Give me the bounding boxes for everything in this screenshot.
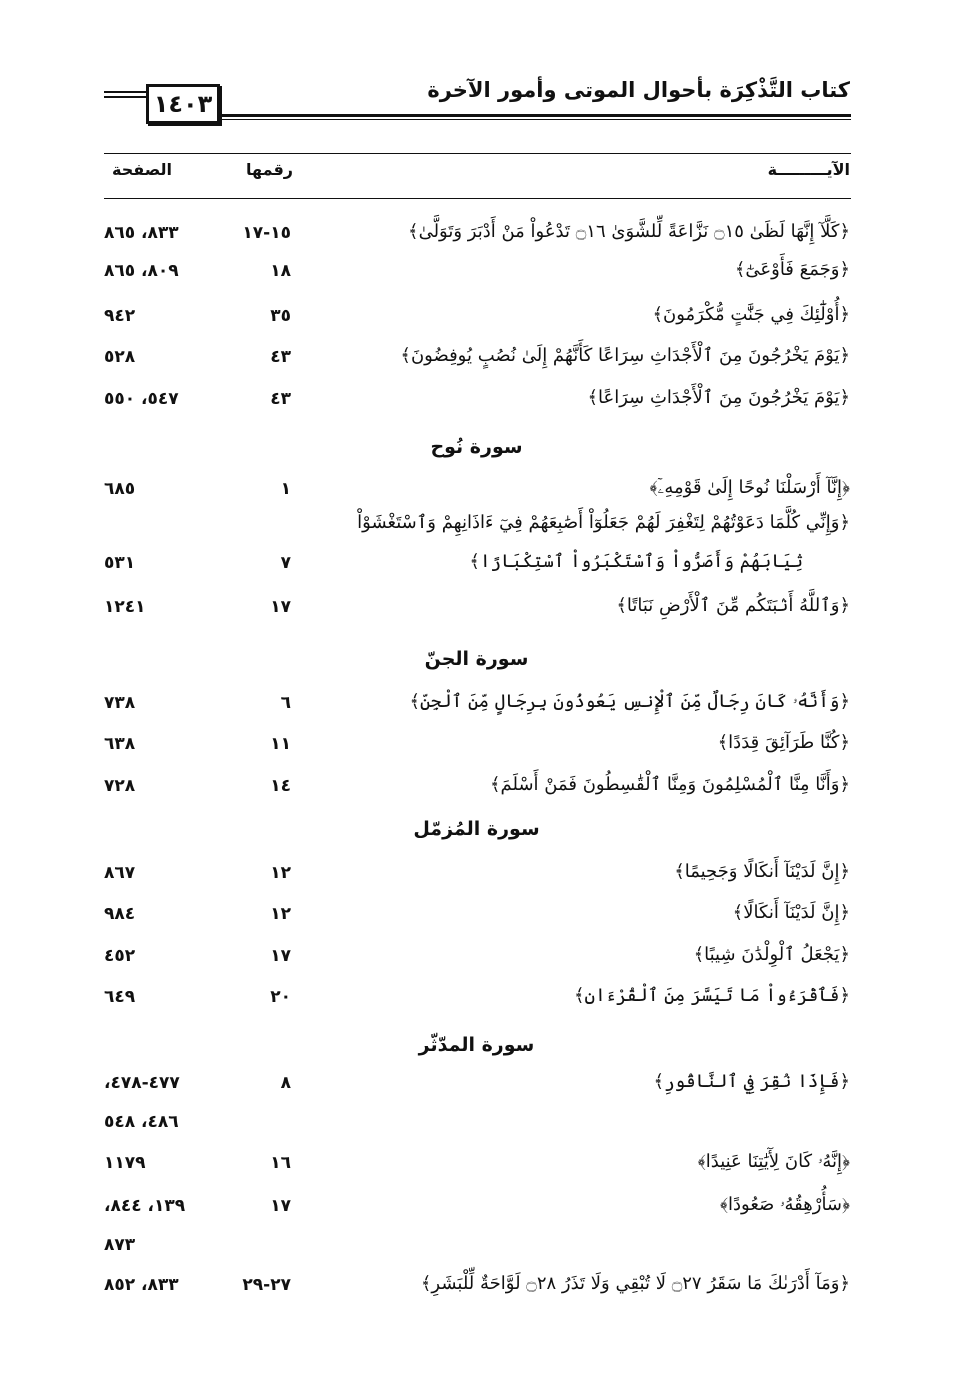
verse-number: ١٧ — [270, 946, 291, 966]
verse-text: ﴿إِنَّ لَدَيْنَآ أَنكَالًا وَجَحِيمًا﴾ — [674, 861, 850, 882]
verse-number: ١ — [280, 479, 291, 499]
page-reference: ١٣٩، ٨٤٤، — [104, 1196, 186, 1216]
surah-heading: سورة نُوح — [430, 436, 523, 458]
verse-number: ٨ — [280, 1073, 291, 1093]
page-reference: ٩٤٢ — [104, 306, 136, 326]
verse-number: ١٢ — [270, 863, 291, 883]
page-reference: ٦٤٩ — [104, 987, 136, 1007]
verse-text: ﴿يَوْمَ يَخْرُجُونَ مِنَ ٱلْأَجْدَاثِ سِ… — [587, 387, 850, 408]
verse-number: ٧ — [280, 553, 291, 573]
verse-text: ﴿إِنَّآ أَرْسَلْنَا نُوحًا إِلَىٰ قَوْمِ… — [649, 477, 850, 498]
column-header-verse: الآيـــــــــة — [767, 160, 850, 179]
page-reference: ٦٣٨ — [104, 734, 136, 754]
page-reference: ٨٣٣، ٨٦٥ — [104, 223, 179, 243]
verse-text: ﴿وَأَنَّا مِنَّا ٱلْمُسْلِمُونَ وَمِنَّا… — [489, 774, 850, 795]
verse-text: ثِيَابَهُمْ وَأَصَرُّواْ وَٱسْتَكْبَرُوا… — [469, 551, 803, 572]
page-reference: ٨٧٣ — [104, 1235, 136, 1255]
verse-text: ﴿إِنَّهُۥ كَانَ لِأٓيَٰتِنَا عَنِيدًا﴾ — [697, 1151, 850, 1172]
page-reference: ١٢٤١ — [104, 597, 146, 617]
verse-text: ﴿وَجَمَعَ فَأَوْعَىٰٓ﴾ — [734, 259, 850, 280]
verse-text: ﴿وَمَآ أَدْرَىٰكَ مَا سَقَرُ ۝٢٧ لَا تُب… — [420, 1273, 850, 1294]
header-rule — [218, 114, 851, 117]
page-reference: ٨٠٩، ٨٦٥ — [104, 261, 179, 281]
verse-text: ﴿كُنَّا طَرَآئِقَ قِدَدًا﴾ — [717, 732, 850, 753]
page-reference: ٤٥٢ — [104, 946, 136, 966]
page-reference: ٥٣١ — [104, 553, 136, 573]
column-header-verse-number: رقمها — [246, 160, 293, 179]
page-reference: ١١٧٩ — [104, 1153, 146, 1173]
surah-heading: سورة المُزمّل — [413, 818, 540, 840]
verse-number: ٤٣ — [270, 347, 291, 367]
verse-number: ١١ — [270, 734, 291, 754]
verse-number: ٢٠ — [270, 987, 291, 1007]
table-top-rule — [104, 153, 851, 154]
verse-text: ﴿يَجْعَلُ ٱلْوِلْدَٰنَ شِيبًا﴾ — [693, 944, 850, 965]
verse-number: ١٤ — [270, 776, 291, 796]
verse-text: ﴿يَوْمَ يَخْرُجُونَ مِنَ ٱلْأَجْدَاثِ سِ… — [400, 345, 850, 366]
header-rule-left-bottom — [104, 96, 146, 98]
verse-number: ١٧ — [270, 597, 291, 617]
verse-number: ١٨ — [270, 261, 291, 281]
verse-number: ٢٧-٢٩ — [242, 1275, 291, 1295]
header-rule-thin — [218, 119, 851, 120]
page-reference: ٥٢٨ — [104, 347, 136, 367]
verse-number: ١٢ — [270, 904, 291, 924]
verse-text: ﴿وَٱللَّهُ أَنۢبَتَكُم مِّنَ ٱلْأَرْضِ ن… — [616, 595, 850, 616]
surah-heading: سورة الجنّ — [424, 648, 529, 670]
verse-text: ﴿سَأُرْهِقُهُۥ صَعُودًا﴾ — [720, 1194, 850, 1215]
page-number: ١٤٠٣ — [146, 84, 220, 124]
verse-number: ١٥-١٧ — [242, 223, 291, 243]
verse-text: ﴿أُوْلَٰٓئِكَ فِي جَنَّٰتٍ مُّكْرَمُونَ﴾ — [652, 304, 850, 325]
verse-text: ﴿فَإِذَا نُقِرَ فِي ٱلنَّاقُورِ﴾ — [653, 1071, 850, 1092]
header-rule-left-top — [104, 91, 146, 93]
table-header-rule — [104, 198, 851, 199]
page-reference: ٥٤٧، ٥٥٠ — [104, 389, 179, 409]
verse-text: ﴿كَلَّآ إِنَّهَا لَظَىٰ ۝١٥ نَزَّاعَةً ل… — [408, 221, 850, 242]
book-title: كتاب التَّذْكِرَة بأحوال الموتى وأمور ال… — [427, 78, 850, 102]
verse-text: ﴿وَأَنَّهُۥ كَانَ رِجَالٌ مِّنَ ٱلْإِنسِ… — [409, 691, 850, 712]
verse-text: ﴿إِنَّ لَدَيْنَآ أَنكَالًا﴾ — [732, 902, 850, 923]
verse-number: ٤٣ — [270, 389, 291, 409]
verse-number: ١٧ — [270, 1196, 291, 1216]
page-reference: ٤٨٦، ٥٤٨ — [104, 1112, 179, 1132]
page-reference: ٧٢٨ — [104, 776, 136, 796]
column-header-page: الصفحة — [112, 160, 173, 179]
page-reference: ٨٣٣، ٨٥٢ — [104, 1275, 179, 1295]
verse-number: ٦ — [280, 693, 291, 713]
verse-text: ﴿فَٱقْرَءُواْ مَا تَيَسَّرَ مِنَ ٱلْقُرْ… — [573, 985, 850, 1006]
verse-number: ١٦ — [270, 1153, 291, 1173]
verse-text: ﴿وَإِنِّي كُلَّمَا دَعَوْتُهُمْ لِتَغْفِ… — [357, 512, 850, 533]
page-reference: ٧٣٨ — [104, 693, 136, 713]
page-reference: ٤٧٧-٤٧٨، — [104, 1073, 180, 1093]
page-reference: ٨٦٧ — [104, 863, 136, 883]
verse-number: ٣٥ — [270, 306, 291, 326]
surah-heading: سورة المدّثّر — [418, 1034, 535, 1056]
page-reference: ٦٨٥ — [104, 479, 136, 499]
page-reference: ٩٨٤ — [104, 904, 136, 924]
